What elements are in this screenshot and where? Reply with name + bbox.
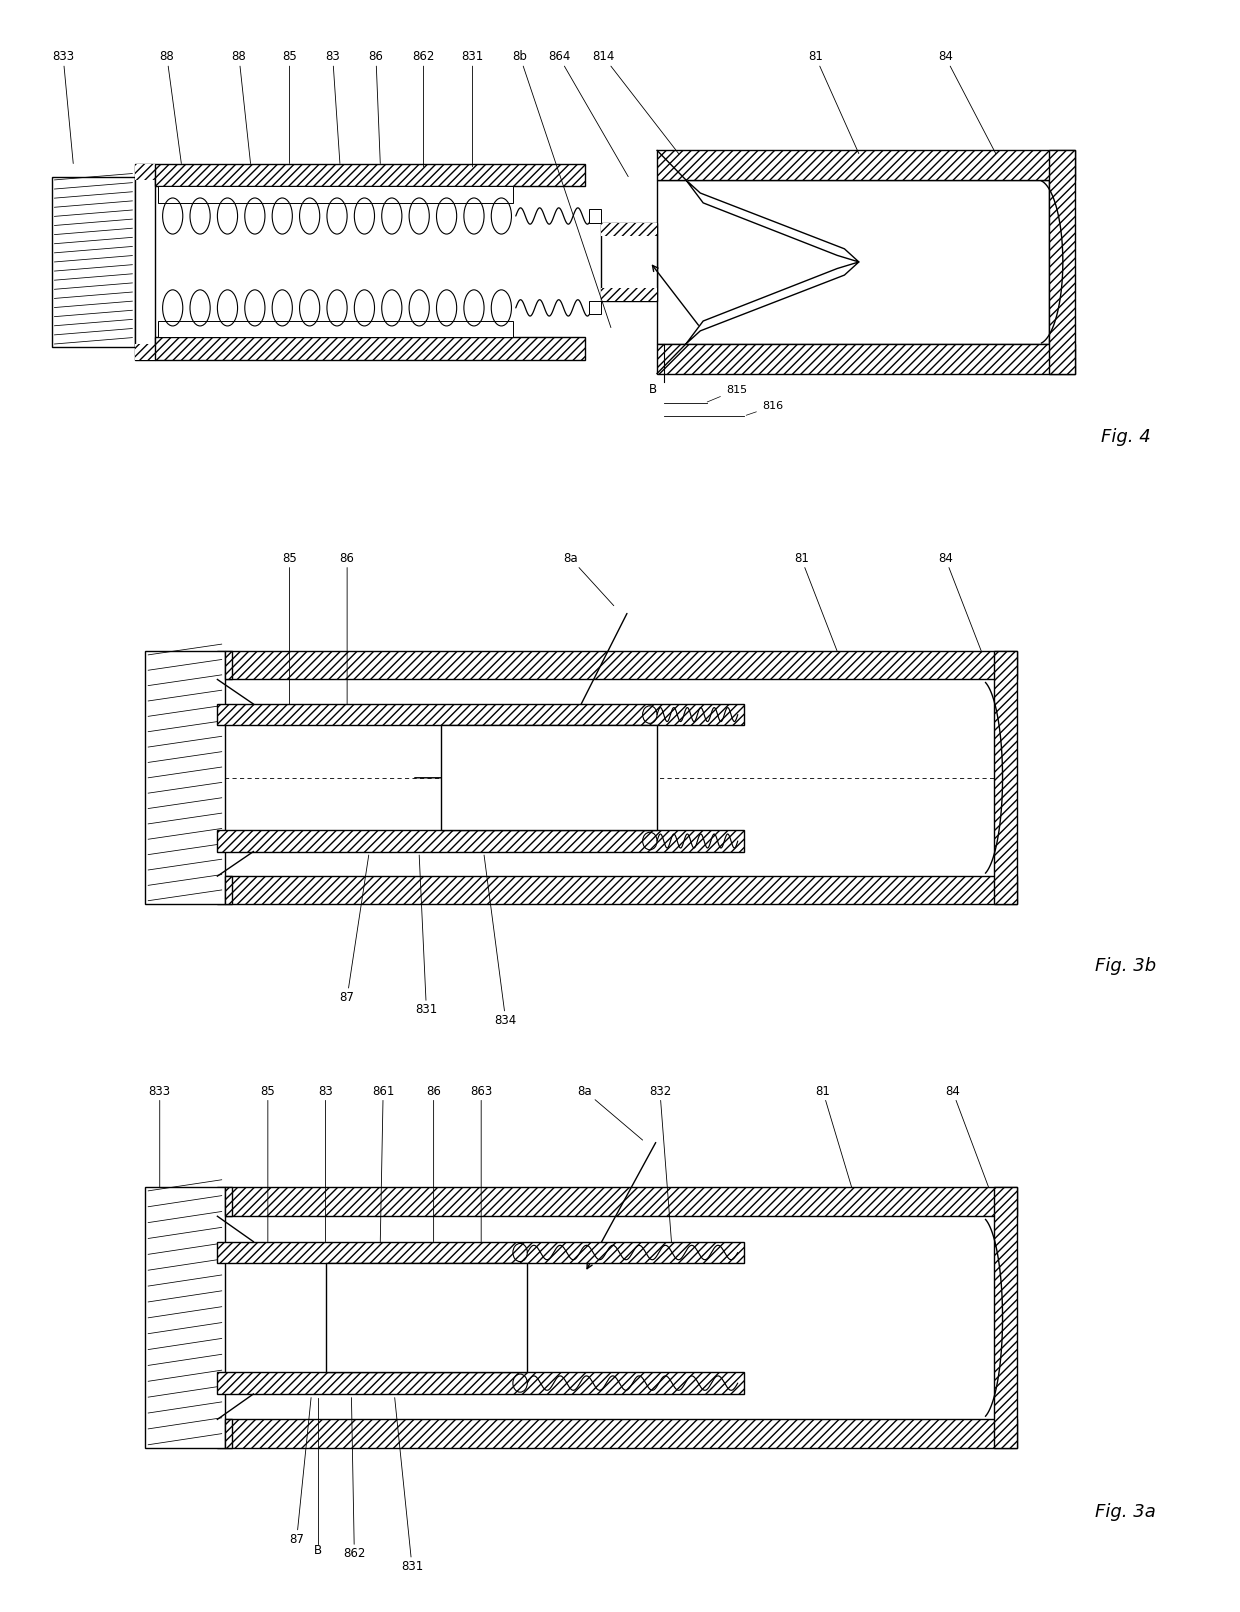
Text: 834: 834 xyxy=(484,854,517,1027)
Text: 85: 85 xyxy=(260,1085,275,1241)
Text: B: B xyxy=(314,1544,322,1557)
Text: 862: 862 xyxy=(413,50,435,166)
Bar xyxy=(135,163,155,361)
Text: 84: 84 xyxy=(937,50,996,153)
Text: 814: 814 xyxy=(593,50,678,153)
Polygon shape xyxy=(686,181,859,261)
Text: 862: 862 xyxy=(343,1398,366,1560)
Bar xyxy=(217,830,744,851)
Bar xyxy=(217,1241,744,1264)
Text: 81: 81 xyxy=(794,551,837,651)
Bar xyxy=(589,210,601,222)
Text: 864: 864 xyxy=(548,50,629,177)
Text: 8b: 8b xyxy=(512,50,611,327)
Text: 83: 83 xyxy=(319,1085,332,1241)
Bar xyxy=(52,177,135,347)
Bar xyxy=(325,1264,527,1372)
Bar xyxy=(224,1186,232,1215)
Text: 863: 863 xyxy=(470,1085,492,1241)
Text: 81: 81 xyxy=(808,50,859,153)
Bar xyxy=(135,163,155,181)
Text: 833: 833 xyxy=(52,50,74,163)
Bar xyxy=(217,877,1017,904)
Bar xyxy=(589,301,601,314)
Bar xyxy=(217,704,744,725)
Bar xyxy=(601,222,657,301)
Text: 85: 85 xyxy=(281,551,296,704)
Text: 831: 831 xyxy=(461,50,484,166)
Text: 88: 88 xyxy=(232,50,250,163)
Bar xyxy=(224,1419,232,1448)
Text: Fig. 4: Fig. 4 xyxy=(1101,429,1151,447)
Text: 84: 84 xyxy=(945,1085,988,1186)
Text: B: B xyxy=(649,384,657,397)
Bar xyxy=(601,222,657,235)
Bar xyxy=(224,877,232,904)
Text: 87: 87 xyxy=(340,854,368,1004)
Bar xyxy=(159,187,513,203)
Bar xyxy=(994,651,1017,904)
Bar xyxy=(135,343,155,361)
Polygon shape xyxy=(686,261,859,343)
Text: 86: 86 xyxy=(340,551,355,704)
Bar xyxy=(155,163,585,187)
Text: 86: 86 xyxy=(427,1085,441,1241)
Bar xyxy=(145,1186,224,1448)
Bar xyxy=(657,343,1075,374)
Text: Fig. 3b: Fig. 3b xyxy=(1095,958,1156,975)
Text: 86: 86 xyxy=(368,50,383,163)
Text: 84: 84 xyxy=(937,551,981,651)
Text: 83: 83 xyxy=(325,50,340,163)
Bar xyxy=(441,725,657,830)
Text: Fig. 3a: Fig. 3a xyxy=(1095,1504,1156,1522)
Bar xyxy=(159,321,513,337)
Bar xyxy=(601,289,657,301)
Bar xyxy=(1049,150,1075,374)
Bar xyxy=(224,651,232,680)
Bar xyxy=(217,1186,1017,1215)
Bar xyxy=(657,150,1075,181)
Text: 88: 88 xyxy=(160,50,181,163)
Text: 81: 81 xyxy=(816,1085,852,1186)
Bar xyxy=(994,1186,1017,1448)
Text: 8a: 8a xyxy=(578,1085,642,1140)
Text: 815: 815 xyxy=(707,385,746,401)
Text: 831: 831 xyxy=(394,1398,423,1573)
Bar xyxy=(217,1372,744,1394)
Text: 832: 832 xyxy=(649,1085,672,1241)
Bar xyxy=(217,1419,1017,1448)
Text: 87: 87 xyxy=(289,1398,311,1546)
Bar xyxy=(155,337,585,361)
Bar xyxy=(217,651,1017,680)
Bar xyxy=(145,651,224,904)
Text: 816: 816 xyxy=(746,401,782,416)
Bar xyxy=(657,181,1049,343)
Text: 833: 833 xyxy=(149,1085,171,1186)
Text: 85: 85 xyxy=(281,50,296,163)
Text: 861: 861 xyxy=(372,1085,394,1241)
Text: 8a: 8a xyxy=(563,551,614,606)
Text: 831: 831 xyxy=(415,854,438,1016)
